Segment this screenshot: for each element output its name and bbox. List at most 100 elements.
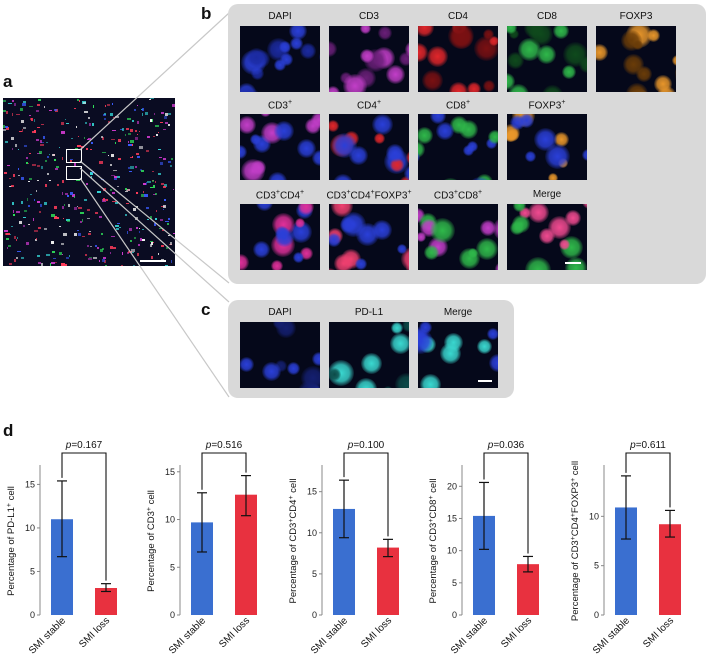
panel-b-tile-label: CD4+ — [356, 99, 382, 112]
panel-b-tile-label: CD4 — [447, 11, 468, 22]
x-category-label: SMI stable — [27, 615, 68, 656]
significance-bracket — [483, 452, 529, 554]
panel-b-tile-label: CD3 — [358, 11, 379, 22]
panel-b-tile-label: Merge — [532, 189, 562, 200]
y-tick-label: 0 — [594, 610, 599, 620]
bar-2 — [377, 547, 399, 615]
panel-b-tile-label: CD3+CD4+ — [255, 189, 305, 202]
panel-b-tile-label: DAPI — [268, 11, 292, 22]
x-category-label: SMI stable — [167, 615, 208, 656]
panel-b-tile-label: CD3+CD4+FOXP3+ — [326, 189, 412, 202]
y-tick-label: 0 — [312, 610, 317, 620]
panel-b-micrograph — [418, 204, 498, 270]
overview-fluorescence-image — [3, 98, 175, 266]
panel-label-c: c — [201, 300, 211, 319]
y-tick-label: 5 — [452, 578, 457, 588]
bar-2 — [95, 588, 117, 615]
panel-c-micrograph — [240, 322, 320, 388]
y-tick-label: 5 — [312, 569, 317, 579]
bar-2 — [235, 494, 257, 615]
significance-bracket — [201, 452, 247, 490]
significance-bracket — [625, 452, 671, 508]
y-tick-label: 15 — [447, 513, 457, 523]
bar-chart-3: 0 5 10 15 SMI stable SMI loss p=0.100 Percentag… — [288, 440, 399, 657]
y-axis-label: Percentage of CD3+CD8+ cell — [428, 479, 439, 604]
bar-chart-2: 0 5 10 15 SMI stable SMI loss p=0.516 Percentag… — [146, 440, 257, 657]
bar-1 — [191, 522, 213, 615]
y-tick-label: 15 — [25, 479, 35, 489]
bar-chart-5: 0 5 10 SMI stable SMI loss p=0.611 Percentage … — [570, 440, 681, 657]
panel-b-micrograph — [240, 26, 320, 92]
bar-chart-4: 0 5 10 15 20 SMI stable SMI loss p=0.036 Percent… — [428, 440, 539, 657]
y-tick-label: 15 — [307, 487, 317, 497]
panel-b-micrograph — [329, 114, 409, 180]
panel-b-micrograph — [329, 26, 409, 92]
y-tick-label: 10 — [589, 511, 599, 521]
panel-c-tile-label: DAPI — [268, 307, 292, 318]
p-value-label: p=0.100 — [347, 440, 385, 451]
panel-b-tile-label: FOXP3+ — [528, 99, 566, 112]
y-tick-label: 5 — [30, 566, 35, 576]
bar-1 — [615, 507, 637, 615]
x-category-label: SMI stable — [309, 615, 350, 656]
panel-b-tile-label: CD3+ — [267, 99, 293, 112]
y-tick-label: 0 — [170, 610, 175, 620]
zoom-box-lower — [66, 166, 82, 180]
y-tick-label: 5 — [594, 561, 599, 571]
significance-bracket — [61, 452, 107, 581]
overview-scale-bar — [140, 260, 166, 262]
bar-1 — [51, 519, 73, 615]
panel-b-scale-bar — [565, 262, 581, 264]
x-category-label: SMI loss — [359, 615, 394, 650]
bar-1 — [473, 515, 495, 615]
bar-chart-1: 0 5 10 15 SMI stable SMI loss p=0.167 Percentag… — [6, 440, 117, 657]
y-tick-label: 0 — [452, 610, 457, 620]
x-category-label: SMI loss — [641, 615, 676, 650]
panel-b-micrograph — [240, 114, 320, 180]
panel-b-micrograph — [507, 26, 587, 92]
bar-1 — [333, 508, 355, 615]
panel-c-tile-label: Merge — [443, 307, 473, 318]
significance-bracket — [343, 452, 389, 537]
y-axis-label: Percentage of CD3+ cell — [146, 490, 157, 592]
panel-b-micrograph — [240, 204, 320, 270]
y-axis-label: Percentage of CD3+CD4+FOXP3+ cell — [570, 461, 581, 621]
y-tick-label: 15 — [165, 467, 175, 477]
panel-label-b: b — [201, 4, 212, 23]
y-tick-label: 20 — [447, 481, 457, 491]
panel-label-d: d — [3, 421, 14, 440]
x-category-label: SMI stable — [591, 615, 632, 656]
p-value-label: p=0.036 — [487, 440, 525, 451]
y-tick-label: 10 — [307, 528, 317, 538]
panel-b-micrograph — [418, 26, 498, 92]
panel-b-micrograph — [507, 204, 587, 270]
panel-c-tile-label: PD-L1 — [354, 307, 384, 318]
panel-b-micrograph — [418, 114, 498, 180]
panel-b-tile-label: CD3+CD8+ — [433, 189, 483, 202]
p-value-label: p=0.516 — [205, 440, 243, 451]
panel-label-a: a — [3, 72, 13, 91]
panel-b-micrograph — [329, 204, 409, 270]
x-category-label: SMI loss — [499, 615, 534, 650]
y-tick-label: 5 — [170, 562, 175, 572]
x-category-label: SMI loss — [217, 615, 252, 650]
y-axis-label: Percentage of CD3+CD4+ cell — [288, 479, 299, 604]
panel-c-micrograph — [329, 322, 409, 388]
panel-b-tile-label: FOXP3 — [619, 11, 653, 22]
bar-2 — [659, 524, 681, 615]
zoom-box-upper — [66, 149, 82, 163]
panel-b-tile-label: CD8+ — [445, 99, 471, 112]
panel-c-micrograph — [418, 322, 498, 388]
y-tick-label: 10 — [447, 546, 457, 556]
y-axis-label: Percentage of PD-L1+ cell — [6, 486, 17, 596]
panel-c-scale-bar — [478, 380, 492, 382]
y-tick-label: 0 — [30, 610, 35, 620]
p-value-label: p=0.611 — [629, 440, 666, 451]
panel-b-micrograph — [507, 114, 587, 180]
bar-2 — [517, 564, 539, 615]
p-value-label: p=0.167 — [65, 440, 103, 451]
panel-b-micrograph — [596, 26, 676, 92]
y-tick-label: 10 — [25, 523, 35, 533]
x-category-label: SMI loss — [77, 615, 112, 650]
panel-b-tile-label: CD8 — [536, 11, 557, 22]
